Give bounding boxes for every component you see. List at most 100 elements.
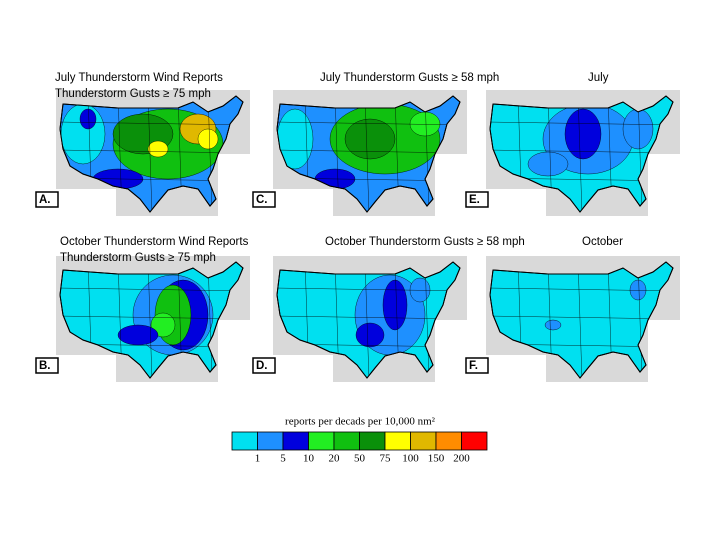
region (147, 140, 169, 158)
map-ocean (273, 355, 333, 382)
map-panel: A. (35, 90, 250, 216)
map-ocean (435, 154, 467, 216)
panel-title: July Thunderstorm Wind Reports (55, 72, 223, 84)
region (344, 118, 396, 160)
us-border (276, 95, 461, 213)
legend-label: 100 (402, 453, 419, 465)
legend-swatch (231, 431, 258, 451)
state-line (490, 287, 673, 292)
state-line (490, 121, 673, 126)
state-line (60, 315, 243, 320)
panel-letter-box (465, 357, 489, 374)
region (355, 322, 385, 348)
state-line (364, 96, 370, 212)
panel-letter: A. (39, 194, 51, 206)
region (79, 108, 97, 130)
map-panel: F. (465, 256, 680, 382)
us-border (489, 95, 674, 213)
region (150, 312, 176, 338)
map-panel: C. (252, 90, 467, 216)
state-line (60, 149, 243, 154)
us-border (59, 261, 244, 379)
legend: reports per decads per 10,000 nm² 1 5 10 20… (231, 416, 488, 465)
map-ocean (648, 320, 680, 382)
map-ocean (648, 154, 680, 216)
panel-letter: D. (256, 360, 268, 372)
region (197, 128, 219, 150)
map-ocean (486, 355, 546, 382)
panel-title: July Thunderstorm Gusts ≥ 58 mph (320, 72, 499, 84)
legend-title: reports per decads per 10,000 nm² (285, 416, 436, 428)
panel-title: July (588, 72, 609, 84)
legend-swatch (282, 431, 309, 451)
state-line (207, 96, 213, 212)
map-ocean (273, 189, 333, 216)
panel-letter-box (465, 191, 489, 208)
map-ocean (218, 154, 250, 216)
state-line (207, 262, 213, 378)
panel-letter-box (252, 191, 276, 208)
maps: A. C. E. B. D. F. (35, 90, 680, 382)
state-line (490, 315, 673, 320)
us-border (489, 261, 674, 379)
legend-swatch (435, 431, 462, 451)
legend-swatch (257, 431, 284, 451)
state-line (277, 287, 460, 292)
state-line (424, 96, 430, 212)
region (622, 108, 654, 150)
map-regions (60, 262, 243, 378)
region (277, 108, 314, 170)
legend-label: 1 (255, 453, 261, 465)
legend-label: 5 (280, 453, 286, 465)
panel-letter: C. (256, 194, 268, 206)
legend-swatch (308, 431, 335, 451)
region (544, 319, 562, 331)
map-ocean (56, 355, 116, 382)
legend-label: 20 (329, 453, 341, 465)
panel-title: October (582, 236, 623, 248)
legend-label: 200 (453, 453, 470, 465)
region (382, 279, 408, 331)
legend-swatch (333, 431, 360, 451)
panel-letter-box (35, 191, 59, 208)
us-border (59, 95, 244, 213)
state-line (424, 262, 430, 378)
us-border (276, 261, 461, 379)
panel-letter: F. (469, 360, 478, 372)
legend-label: 50 (354, 453, 366, 465)
state-line (277, 315, 460, 320)
map-panel: D. (252, 256, 467, 382)
map-ocean (435, 320, 467, 382)
legend-label: 10 (303, 453, 315, 465)
state-line (490, 149, 673, 154)
map-regions (277, 262, 460, 378)
panel-letter: E. (469, 194, 480, 206)
map-ocean (218, 320, 250, 382)
region (564, 108, 602, 160)
state-line (577, 262, 583, 378)
legend-label: 75 (380, 453, 392, 465)
state-line (577, 96, 583, 212)
state-line (147, 96, 153, 212)
panel-title: Thunderstorm Gusts ≥ 75 mph (60, 252, 216, 264)
state-line (277, 121, 460, 126)
region (117, 324, 159, 346)
panel-title: October Thunderstorm Gusts ≥ 58 mph (325, 236, 525, 248)
panel-title: Thunderstorm Gusts ≥ 75 mph (55, 88, 211, 100)
region (629, 279, 647, 301)
map-ocean (486, 189, 546, 216)
state-line (60, 287, 243, 292)
map-panel: B. (35, 256, 250, 382)
legend-swatch (384, 431, 411, 451)
state-line (147, 262, 153, 378)
legend-swatch (410, 431, 437, 451)
state-line (637, 96, 643, 212)
map-ocean (56, 189, 116, 216)
state-line (364, 262, 370, 378)
legend-swatch (461, 431, 488, 451)
legend-swatch (359, 431, 386, 451)
panel-title: October Thunderstorm Wind Reports (60, 236, 249, 248)
region (527, 151, 569, 177)
state-line (637, 262, 643, 378)
